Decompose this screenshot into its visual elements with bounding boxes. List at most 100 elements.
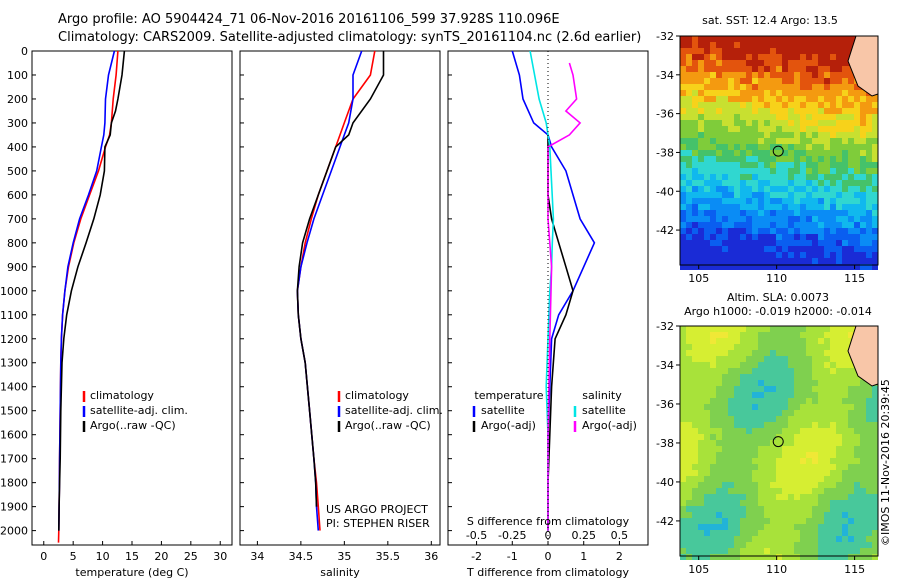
sla-cell xyxy=(848,380,854,386)
sst-cell xyxy=(824,102,830,108)
sst-cell xyxy=(698,36,704,42)
sla-cell xyxy=(788,518,794,524)
sla-cell xyxy=(872,482,878,488)
sla-map-title: Altim. SLA: 0.0073 xyxy=(727,291,829,304)
sla-cell xyxy=(764,488,770,494)
sla-cell xyxy=(704,332,710,338)
sla-cell xyxy=(746,368,752,374)
sla-cell xyxy=(872,416,878,422)
sst-cell xyxy=(818,216,824,222)
sla-cell xyxy=(860,530,866,536)
sst-cell xyxy=(686,120,692,126)
sst-cell xyxy=(746,138,752,144)
sst-cell xyxy=(812,216,818,222)
sst-cell xyxy=(788,126,794,132)
sst-cell xyxy=(776,258,782,264)
sst-cell xyxy=(734,42,740,48)
sst-cell xyxy=(698,96,704,102)
sla-cell xyxy=(752,332,758,338)
sst-cell xyxy=(818,90,824,96)
sla-cell xyxy=(794,386,800,392)
sst-cell xyxy=(686,234,692,240)
sst-cell xyxy=(698,60,704,66)
sst-cell xyxy=(824,210,830,216)
sst-cell xyxy=(800,78,806,84)
sst-cell xyxy=(734,84,740,90)
sla-cell xyxy=(764,494,770,500)
sla-cell xyxy=(746,332,752,338)
sst-cell xyxy=(710,264,716,270)
sla-cell xyxy=(716,350,722,356)
sla-cell xyxy=(848,374,854,380)
sla-cell xyxy=(866,392,872,398)
sst-cell xyxy=(830,114,836,120)
sla-cell xyxy=(842,476,848,482)
sla-cell xyxy=(722,386,728,392)
sla-cell xyxy=(692,446,698,452)
sst-cell xyxy=(692,96,698,102)
sla-cell xyxy=(836,434,842,440)
sst-cell xyxy=(752,90,758,96)
sst-cell xyxy=(794,36,800,42)
sst-cell xyxy=(716,198,722,204)
sst_map-ytick-label: -38 xyxy=(656,146,674,159)
sst-cell xyxy=(734,246,740,252)
sst-cell xyxy=(758,42,764,48)
sla-cell xyxy=(716,410,722,416)
sst-cell xyxy=(812,66,818,72)
sla-cell xyxy=(848,446,854,452)
sla-cell xyxy=(764,368,770,374)
sst-cell xyxy=(842,60,848,66)
sla-cell xyxy=(704,536,710,542)
sst-cell xyxy=(860,174,866,180)
sla-cell xyxy=(812,548,818,554)
sst-cell xyxy=(728,264,734,270)
sla-cell xyxy=(872,398,878,404)
sla-cell xyxy=(704,410,710,416)
sst-cell xyxy=(812,84,818,90)
sla-cell xyxy=(680,488,686,494)
temperature-legend-label: Argo(..raw -QC) xyxy=(90,419,176,432)
sst-cell xyxy=(842,216,848,222)
sla-cell xyxy=(830,338,836,344)
sst-cell xyxy=(776,90,782,96)
sst-cell xyxy=(800,240,806,246)
sst-cell xyxy=(860,132,866,138)
sst-cell xyxy=(698,204,704,210)
sst-cell xyxy=(806,72,812,78)
sst-cell xyxy=(830,66,836,72)
sst-cell xyxy=(842,246,848,252)
sst-cell xyxy=(704,144,710,150)
sst-cell xyxy=(704,42,710,48)
sla-cell xyxy=(848,434,854,440)
sst-cell xyxy=(734,252,740,258)
sst-cell xyxy=(746,234,752,240)
sla-cell xyxy=(812,398,818,404)
sla-cell xyxy=(842,500,848,506)
sst-cell xyxy=(836,252,842,258)
sla-cell xyxy=(872,476,878,482)
sst-cell xyxy=(704,54,710,60)
sla-cell xyxy=(734,458,740,464)
sst-cell xyxy=(770,222,776,228)
sst-cell xyxy=(842,144,848,150)
sst-cell xyxy=(770,72,776,78)
sla-cell xyxy=(776,554,782,560)
sla-cell xyxy=(728,410,734,416)
sla-cell xyxy=(806,428,812,434)
sst-cell xyxy=(764,126,770,132)
sla-cell xyxy=(800,338,806,344)
sst-cell xyxy=(860,162,866,168)
sla-cell xyxy=(680,332,686,338)
sst-cell xyxy=(806,102,812,108)
sla-cell xyxy=(680,386,686,392)
sst-cell xyxy=(746,78,752,84)
sla-cell xyxy=(752,374,758,380)
salinity-annotation: US ARGO PROJECT xyxy=(326,503,428,516)
sla-cell xyxy=(746,512,752,518)
sst-cell xyxy=(746,240,752,246)
sla-cell xyxy=(710,374,716,380)
sla-cell xyxy=(746,542,752,548)
sla-cell xyxy=(842,518,848,524)
sst-cell xyxy=(788,162,794,168)
